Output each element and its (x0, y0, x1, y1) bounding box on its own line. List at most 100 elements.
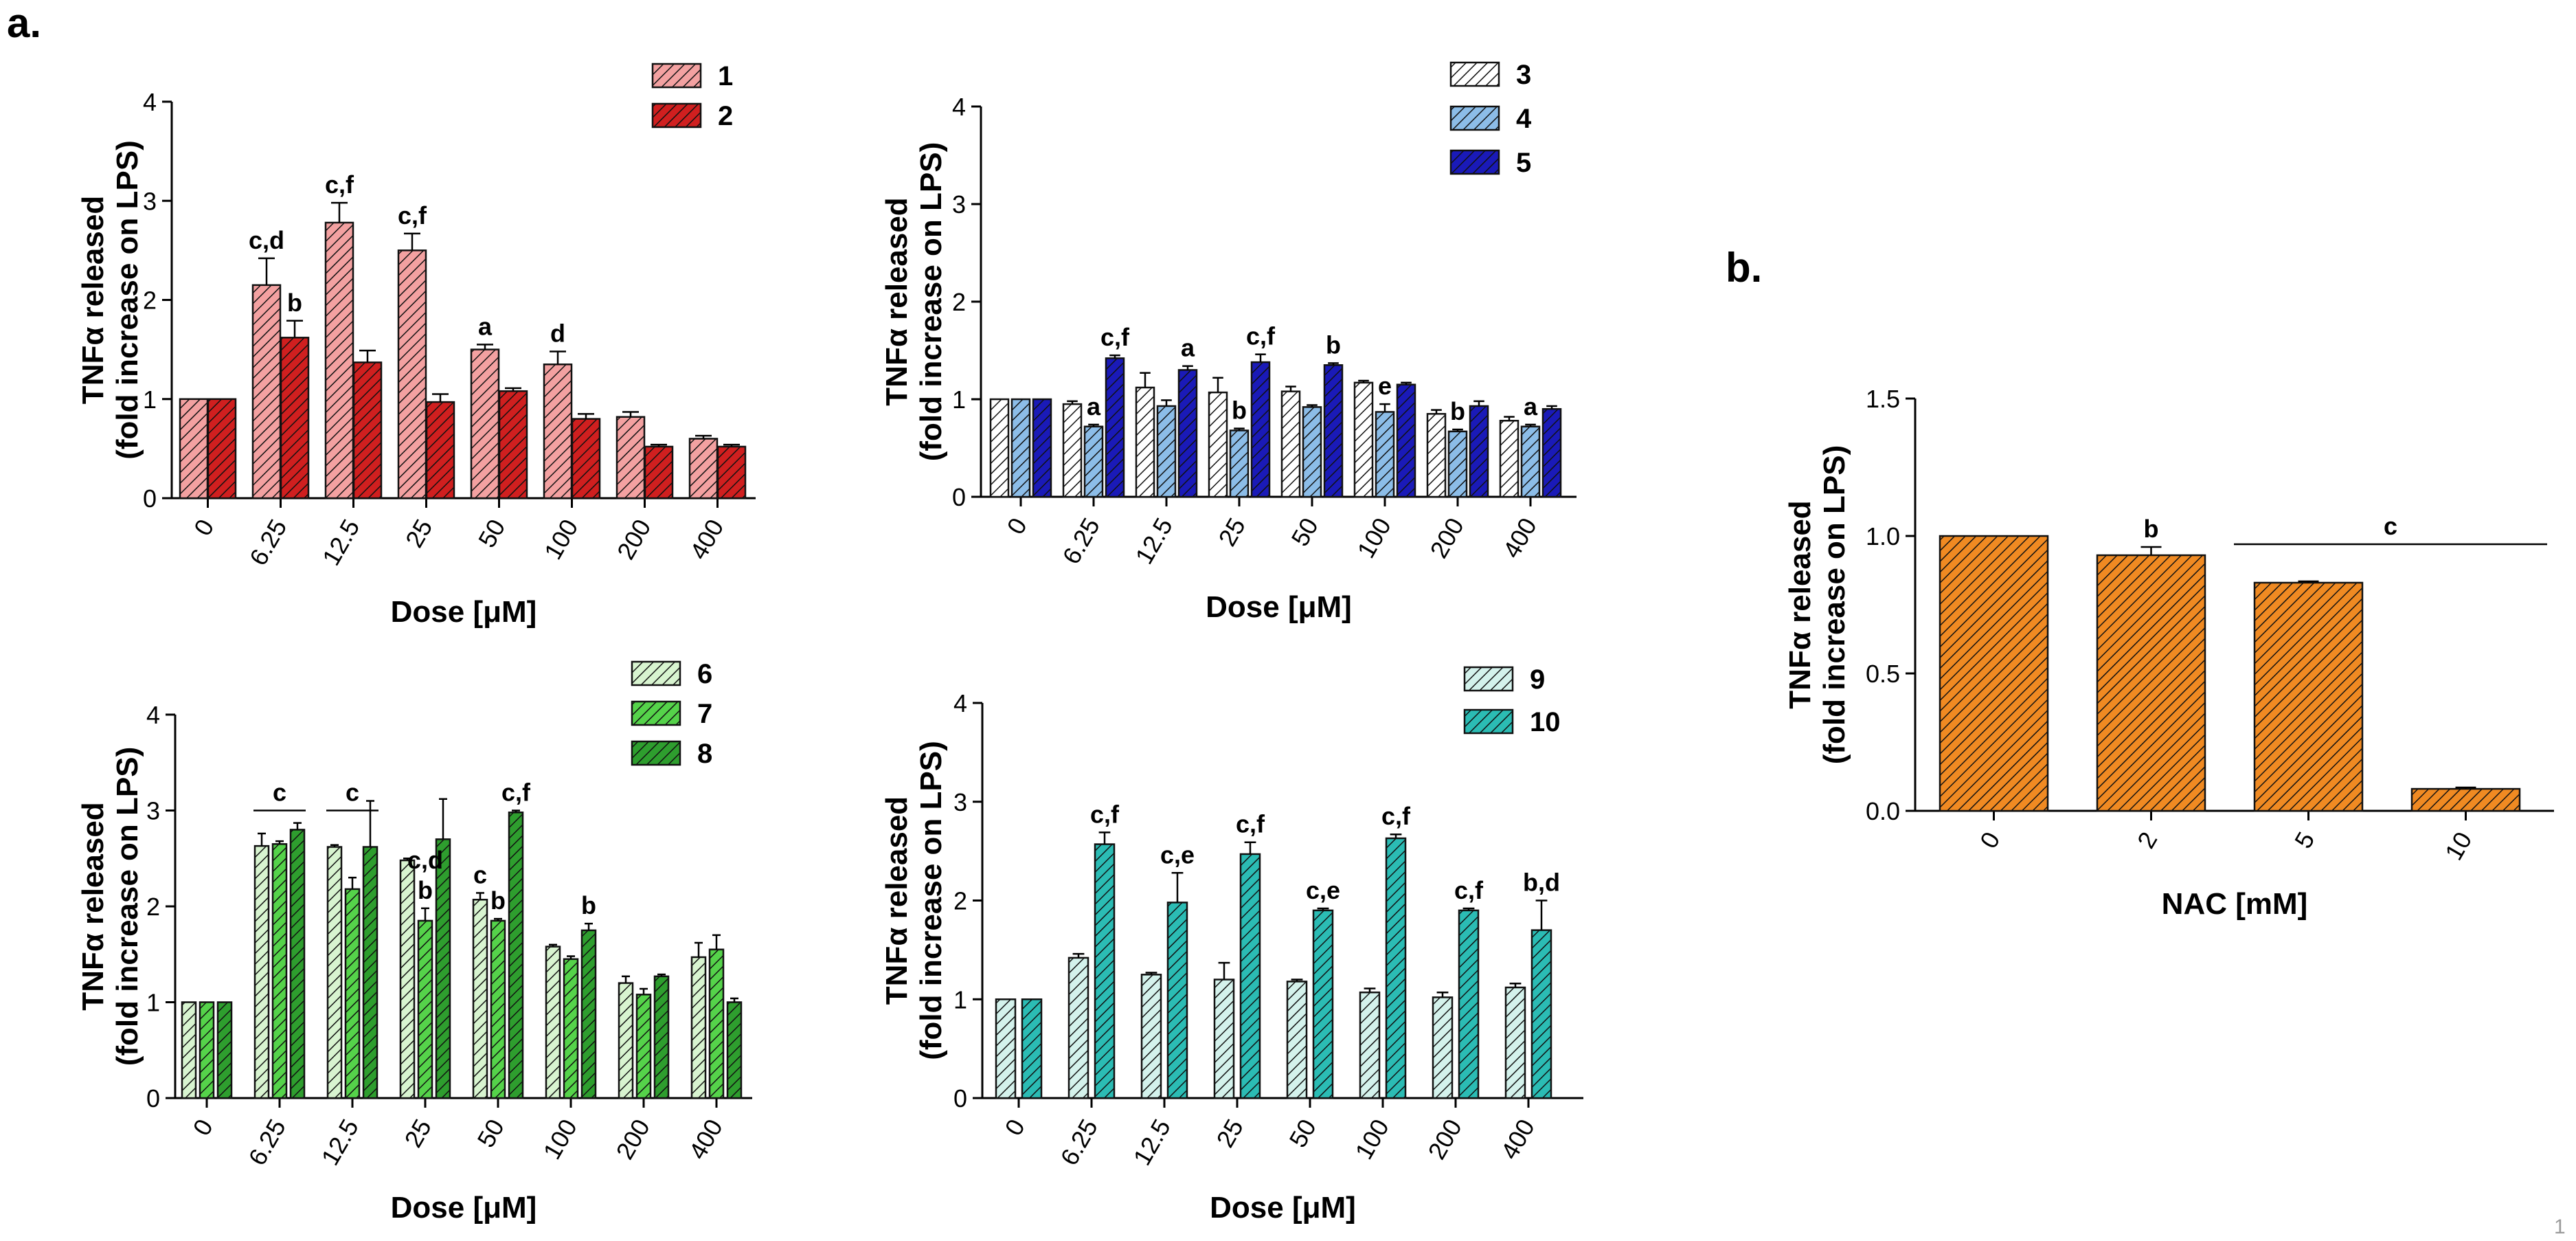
y-tick-label: 0.0 (1866, 797, 1900, 825)
panel-b-label: b. (1726, 245, 1762, 291)
bar (181, 1001, 197, 1099)
x-axis-label: Dose [μM] (1210, 1191, 1356, 1225)
significance-label: c,f (1100, 323, 1130, 351)
page-number: 1 (2554, 1216, 2566, 1238)
y-axis-label-line1: TNFα released (880, 796, 914, 1005)
x-tick-label: 6.25 (244, 515, 293, 570)
x-tick-label: 6.25 (1054, 1115, 1103, 1170)
bar (1021, 998, 1043, 1099)
x-tick-label: 50 (1283, 1115, 1322, 1152)
significance-label: b (581, 891, 596, 919)
y-tick-label: 1.0 (1866, 522, 1900, 550)
significance-label: c,f (1236, 810, 1265, 838)
bar (1105, 357, 1125, 498)
x-tick-label: 6.25 (242, 1115, 291, 1170)
bar (472, 898, 488, 1099)
y-axis-label-line2: (fold increase on LPS) (1818, 445, 1851, 765)
bar (1166, 902, 1188, 1099)
bar (1504, 986, 1526, 1099)
bar (1213, 979, 1235, 1099)
y-tick-label: 1 (146, 989, 160, 1017)
bar (1312, 909, 1334, 1099)
bar (618, 982, 634, 1099)
y-tick-label: 2 (952, 288, 966, 316)
bar (580, 929, 597, 1099)
y-tick-label: 3 (146, 797, 160, 825)
significance-label: c,d (249, 226, 284, 254)
legend-swatch (1449, 105, 1500, 131)
significance-label: c,e (1160, 840, 1195, 869)
legend-swatch (1463, 708, 1514, 735)
bar (498, 390, 528, 500)
significance-label: c,f (325, 170, 354, 199)
x-tick-label: 400 (1495, 1115, 1540, 1165)
bar (708, 948, 725, 1099)
legend-swatch (631, 740, 681, 766)
x-tick-label: 25 (1210, 1115, 1249, 1152)
significance-label: c (273, 779, 286, 807)
x-axis-label: NAC [mM] (2162, 887, 2308, 921)
bar (1385, 837, 1407, 1099)
bar (1208, 391, 1228, 498)
significance-label: c (2384, 512, 2397, 540)
significance-label: b (490, 886, 506, 915)
bar (688, 438, 719, 500)
bar (644, 445, 674, 500)
bar (615, 416, 646, 500)
bar (571, 418, 601, 500)
bar (1520, 425, 1541, 498)
bar (271, 843, 288, 1099)
y-tick-label: 3 (143, 187, 157, 215)
x-tick-label: 10 (2439, 827, 2478, 865)
bar (280, 337, 310, 500)
bar (545, 946, 561, 1099)
bar (989, 398, 1010, 498)
legend-label: 8 (697, 739, 712, 769)
x-tick-label: 50 (471, 1115, 510, 1152)
bar (635, 994, 652, 1099)
significance-label: b (418, 876, 433, 904)
y-tick-label: 0 (952, 483, 966, 511)
significance-label: c (346, 779, 359, 807)
bar (417, 919, 433, 1099)
bar (1140, 974, 1162, 1099)
legend-swatch (651, 63, 702, 89)
y-axis-label-line1: TNFα released (1783, 500, 1817, 708)
y-tick-label: 4 (953, 689, 967, 717)
significance-label: a (1181, 334, 1195, 362)
bar (2096, 554, 2206, 812)
x-tick-label: 0 (999, 1115, 1030, 1141)
bar (1135, 386, 1155, 498)
y-axis-label-line2: (fold increase on LPS) (914, 741, 948, 1060)
x-tick-label: 200 (610, 1115, 655, 1165)
bar (1229, 429, 1250, 498)
bar (2253, 581, 2364, 812)
chart-a2: 0 1 2 3 4 0 6.25 12.5 25 50 100 200 400 TNFα released… (880, 60, 1577, 624)
x-axis-label: Dose [μM] (391, 595, 537, 629)
bar (1323, 364, 1344, 498)
legend-swatch (651, 102, 702, 128)
bar (1062, 403, 1083, 498)
significance-label: b (2144, 515, 2159, 543)
bar (1499, 419, 1519, 498)
x-tick-label: 100 (537, 1115, 583, 1165)
bar (716, 445, 747, 500)
bar (470, 348, 500, 500)
significance-label: b (1450, 397, 1465, 425)
significance-label: b (1326, 331, 1341, 359)
bar (1032, 398, 1052, 498)
panel-a-label: a. (7, 0, 41, 46)
significance-label: a (1524, 392, 1538, 421)
y-tick-label: 4 (146, 701, 160, 729)
y-tick-label: 4 (143, 88, 157, 116)
x-tick-label: 200 (1422, 1115, 1467, 1165)
y-tick-label: 2 (953, 887, 967, 915)
bar (1396, 383, 1416, 498)
bar (251, 284, 282, 500)
bar (543, 364, 573, 500)
bar (1177, 369, 1198, 498)
legend-label: 5 (1516, 148, 1531, 178)
bar (289, 829, 306, 1099)
bar (1353, 381, 1374, 498)
y-tick-label: 0 (143, 484, 157, 513)
